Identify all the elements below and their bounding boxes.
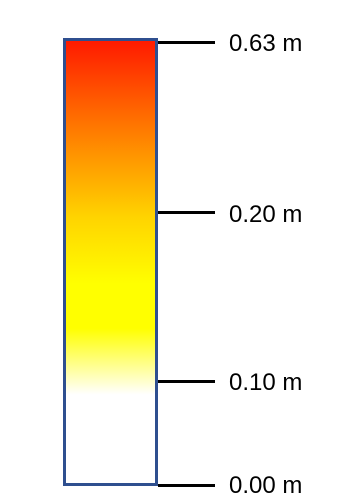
tick-mark-0-63 (158, 41, 215, 44)
tick-mark-0-10 (158, 380, 215, 383)
tick-label-0-63: 0.63 m (229, 30, 303, 57)
tick-mark-0-20 (158, 211, 215, 214)
color-scale-bar (63, 38, 158, 486)
tick-mark-0-00 (158, 484, 215, 487)
tick-label-0-20: 0.20 m (229, 201, 303, 228)
tick-label-0-10: 0.10 m (229, 369, 303, 396)
tick-label-0-00: 0.00 m (229, 472, 303, 499)
